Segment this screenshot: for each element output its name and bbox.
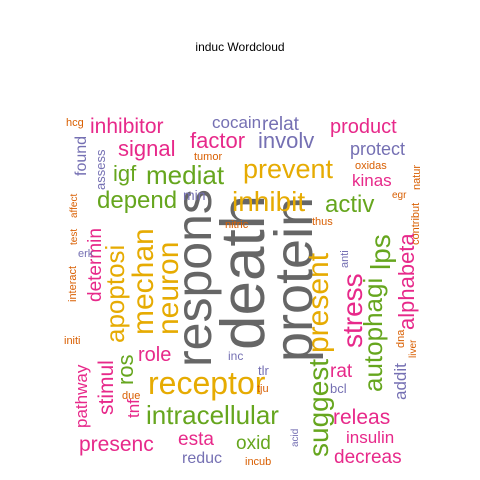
word-stimul: stimul xyxy=(95,360,118,415)
word-oxid: oxid xyxy=(236,433,271,454)
word-hcg: hcg xyxy=(66,117,84,129)
word-initi: initi xyxy=(64,335,81,347)
word-releas: releas xyxy=(333,406,390,429)
word-neuron: neuron xyxy=(152,242,185,335)
word-min: min xyxy=(183,187,206,203)
word-alphabeta: alphabeta xyxy=(394,233,419,330)
word-pathway: pathway xyxy=(72,364,91,428)
chart-title: induc Wordcloud xyxy=(195,40,285,54)
word-addit: addit xyxy=(391,363,410,400)
word-suggest: suggest xyxy=(303,359,334,457)
word-product: product xyxy=(330,116,397,138)
word-protect: protect xyxy=(350,139,405,159)
word-respons: respons xyxy=(166,189,222,367)
word-death: death xyxy=(209,195,278,350)
word-present: present xyxy=(302,252,335,353)
word-igf: igf xyxy=(113,161,137,186)
word-due: due xyxy=(122,390,140,402)
word-decreas: decreas xyxy=(334,447,402,468)
word-prevent: prevent xyxy=(243,154,334,184)
word-contribut: contribut xyxy=(410,203,422,245)
word-egr: egr xyxy=(392,190,407,201)
word-liver: liver xyxy=(408,339,419,358)
word-natur: natur xyxy=(411,165,423,190)
word-tlr: tlr xyxy=(258,363,270,378)
word-oxidas: oxidas xyxy=(355,160,387,172)
word-autophagi: autophagi xyxy=(358,278,388,392)
word-intracellular: intracellular xyxy=(146,400,279,430)
word-involv: involv xyxy=(258,128,314,153)
word-presenc: presenc xyxy=(79,433,154,456)
word-role: role xyxy=(138,344,171,366)
word-depend: depend xyxy=(97,187,177,214)
word-thus: thus xyxy=(312,216,333,228)
word-tumor: tumor xyxy=(194,151,222,163)
word-inhibitor: inhibitor xyxy=(90,115,164,138)
word-apoptosi: apoptosi xyxy=(100,245,130,343)
word-factor: factor xyxy=(190,128,245,153)
word-stress: stress xyxy=(337,273,368,348)
word-anti: anti xyxy=(339,250,351,268)
word-activ: activ xyxy=(325,191,374,218)
word-relat: relat xyxy=(262,114,300,135)
word-kinas: kinas xyxy=(352,171,392,190)
word-receptor: receptor xyxy=(148,365,266,401)
word-affect: affect xyxy=(69,194,80,218)
word-bcl: bcl xyxy=(330,381,347,396)
word-interact: interact xyxy=(67,266,79,302)
word-dna: dna xyxy=(395,329,407,348)
word-nitric: nitric xyxy=(225,219,249,231)
word-assess: assess xyxy=(93,149,108,190)
word-inc: inc xyxy=(228,349,243,363)
word-ros: ros xyxy=(113,354,138,385)
word-mechan: mechan xyxy=(127,228,160,335)
word-found: found xyxy=(73,136,90,176)
word-tnf: tnf xyxy=(124,399,143,418)
word-protein: protein xyxy=(264,197,324,362)
word-test: test xyxy=(69,229,80,245)
word-mediat: mediat xyxy=(146,160,225,190)
word-insulin: insulin xyxy=(346,428,394,447)
word-lps: lps xyxy=(365,234,396,270)
word-signal: signal xyxy=(118,136,175,161)
word-tju: tju xyxy=(257,383,269,395)
word-cocain: cocain xyxy=(212,113,261,132)
word-acid: acid xyxy=(290,429,301,447)
word-esta: esta xyxy=(178,429,214,450)
word-rat: rat xyxy=(330,361,353,382)
word-erk: erk xyxy=(78,248,94,260)
word-determin: determin xyxy=(85,228,106,302)
word-reduc: reduc xyxy=(182,450,222,467)
word-incub: incub xyxy=(245,456,271,468)
word-inhibit: inhibit xyxy=(232,186,305,217)
